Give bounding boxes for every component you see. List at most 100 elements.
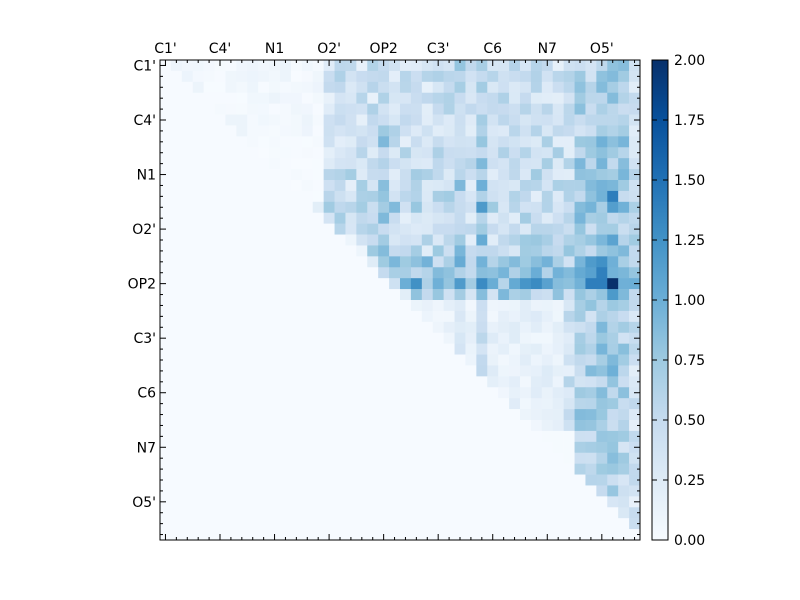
heatmap-cell — [563, 169, 575, 181]
heatmap-cell — [323, 147, 335, 159]
heatmap-cell — [160, 180, 172, 192]
heatmap-cell — [247, 169, 259, 181]
heatmap-cell — [443, 267, 455, 279]
heatmap-cell — [487, 496, 499, 508]
heatmap-cell — [334, 190, 346, 203]
heatmap-cell — [552, 92, 564, 104]
heatmap-cell — [421, 201, 434, 214]
heatmap-cell — [225, 321, 237, 334]
heatmap-cell — [170, 190, 183, 203]
heatmap-cell — [498, 474, 510, 486]
heatmap-cell — [465, 190, 477, 203]
heatmap-cell — [247, 114, 259, 126]
heatmap-cell — [247, 529, 259, 541]
heatmap-cell — [301, 81, 314, 94]
heatmap-cell — [476, 507, 488, 519]
heatmap-cell — [345, 485, 357, 497]
heatmap-cell — [334, 223, 346, 235]
heatmap-cell — [345, 114, 357, 126]
heatmap-cell — [618, 518, 630, 530]
heatmap-cell — [247, 223, 259, 235]
heatmap-cell — [432, 267, 444, 279]
heatmap-cell — [389, 201, 401, 214]
heatmap-cell — [203, 430, 215, 443]
heatmap-cell — [421, 485, 434, 497]
heatmap-cell — [607, 365, 619, 377]
y-tick-label: OP2 — [128, 277, 156, 293]
heatmap-cell — [247, 70, 259, 83]
heatmap-cell — [247, 343, 259, 355]
heatmap-cell — [389, 441, 401, 454]
heatmap-cell — [618, 125, 630, 137]
heatmap-cell — [574, 452, 586, 464]
heatmap-cell — [323, 343, 335, 355]
heatmap-cell — [618, 507, 630, 519]
heatmap-cell — [607, 212, 619, 224]
heatmap-cell — [225, 463, 237, 475]
heatmap-cell — [356, 332, 368, 344]
heatmap-cell — [465, 441, 477, 454]
heatmap-cell — [607, 474, 619, 486]
heatmap-cell — [476, 180, 488, 192]
heatmap-cell — [367, 430, 379, 443]
heatmap-cell — [443, 103, 455, 115]
heatmap-cell — [290, 190, 303, 203]
heatmap-cell — [356, 463, 368, 475]
heatmap-cell — [476, 463, 488, 475]
heatmap-cell — [509, 234, 521, 246]
heatmap-cell — [378, 300, 390, 312]
heatmap-cell — [214, 485, 226, 497]
x-tick-label: O2' — [317, 41, 341, 57]
heatmap-cell — [487, 289, 499, 301]
heatmap-cell — [225, 201, 237, 214]
heatmap-cell — [356, 125, 368, 137]
heatmap-cell — [421, 300, 434, 312]
heatmap-cell — [378, 180, 390, 192]
heatmap-cell — [432, 430, 444, 443]
heatmap-cell — [509, 485, 521, 497]
heatmap-cell — [367, 463, 379, 475]
heatmap-cell — [530, 529, 543, 541]
heatmap-cell — [520, 310, 532, 323]
heatmap-cell — [160, 321, 172, 334]
heatmap-cell — [487, 343, 499, 355]
colorbar-tick-label: 0.25 — [674, 473, 705, 489]
heatmap-cell — [574, 485, 586, 497]
heatmap-cell — [487, 267, 499, 279]
heatmap-cell — [170, 278, 183, 290]
heatmap-cell — [520, 420, 532, 432]
heatmap-cell — [476, 300, 488, 312]
heatmap-cell — [334, 289, 346, 301]
heatmap-cell — [312, 70, 324, 83]
heatmap-cell — [498, 256, 510, 268]
heatmap-cell — [574, 180, 586, 192]
heatmap-cell — [509, 332, 521, 344]
heatmap-cell — [509, 387, 521, 399]
heatmap-cell — [465, 92, 477, 104]
heatmap-cell — [389, 300, 401, 312]
heatmap-cell — [487, 300, 499, 312]
heatmap-cell — [574, 474, 586, 486]
heatmap-cell — [356, 223, 368, 235]
heatmap-cell — [312, 136, 324, 148]
heatmap-cell — [258, 158, 270, 170]
heatmap-cell — [301, 376, 314, 388]
heatmap-cell — [574, 70, 586, 83]
heatmap-cell — [214, 289, 226, 301]
heatmap-cell — [465, 321, 477, 334]
heatmap-cell — [421, 310, 434, 323]
heatmap-cell — [203, 507, 215, 519]
heatmap-cell — [290, 310, 303, 323]
heatmap-cell — [192, 114, 204, 126]
heatmap-cell — [236, 125, 248, 137]
heatmap-cell — [618, 485, 630, 497]
heatmap-cell — [596, 474, 608, 486]
heatmap-cell — [247, 289, 259, 301]
heatmap-cell — [203, 387, 215, 399]
heatmap-cell — [585, 474, 597, 486]
heatmap-cell — [563, 420, 575, 432]
heatmap-cell — [596, 420, 608, 432]
heatmap-cell — [596, 201, 608, 214]
heatmap-cell — [170, 463, 183, 475]
heatmap-cell — [236, 81, 248, 94]
